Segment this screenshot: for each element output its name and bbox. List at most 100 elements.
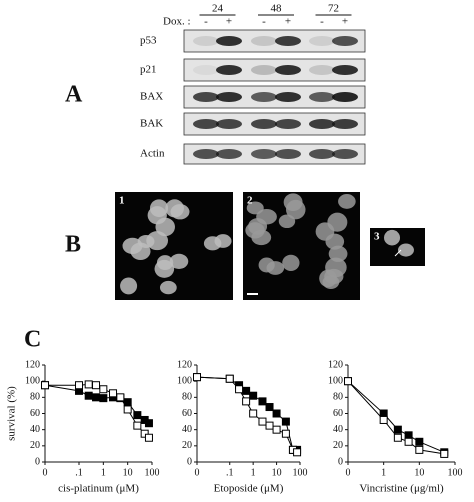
data-point — [404, 431, 413, 440]
data-point — [258, 417, 267, 426]
timepoint-label: 48 — [271, 3, 283, 15]
x-tick-label: 1 — [251, 467, 256, 478]
blot-row-label: p53 — [140, 35, 157, 47]
nucleus — [338, 194, 356, 209]
data-point — [144, 433, 153, 442]
x-tick-label: 100 — [448, 467, 463, 478]
blot-band — [216, 119, 242, 129]
data-point — [109, 389, 118, 398]
data-point — [272, 409, 281, 418]
blot-band — [332, 92, 358, 102]
blot-band — [216, 65, 242, 75]
y-tick-label: 0 — [338, 456, 343, 467]
data-point — [404, 437, 413, 446]
blot-row-label: Actin — [140, 148, 165, 160]
timepoint-label: 72 — [328, 3, 339, 15]
data-point — [225, 374, 234, 383]
data-point — [41, 381, 49, 390]
blot-band — [251, 119, 277, 129]
y-tick-label: 60 — [30, 408, 40, 419]
blot-band — [332, 149, 358, 159]
x-tick-label: 10 — [414, 467, 424, 478]
y-tick-label: 120 — [177, 359, 192, 370]
y-tick-label: 120 — [25, 359, 40, 370]
data-point — [393, 433, 402, 442]
blot-band — [251, 149, 277, 159]
nucleus — [328, 245, 348, 262]
data-point — [393, 425, 402, 434]
treatment-sign: + — [285, 16, 291, 28]
y-tick-label: 20 — [182, 440, 192, 451]
nucleus — [159, 280, 177, 295]
blot-row-label: BAX — [140, 91, 163, 103]
y-tick-label: 80 — [30, 392, 40, 403]
blot-band — [251, 36, 277, 46]
data-point — [140, 429, 149, 438]
blot-band — [275, 119, 301, 129]
y-axis-label: survival (%) — [6, 386, 18, 441]
nucleus — [278, 214, 296, 229]
data-point — [242, 386, 251, 395]
data-point — [415, 437, 424, 446]
y-tick-label: 0 — [35, 456, 40, 467]
y-tick-label: 40 — [182, 424, 192, 435]
x-tick-label: .1 — [226, 467, 234, 478]
y-tick-label: 40 — [30, 424, 40, 435]
data-point — [116, 393, 125, 402]
data-point — [272, 425, 281, 434]
blot-band — [193, 149, 219, 159]
nucleus — [384, 229, 401, 246]
data-point — [242, 397, 251, 406]
blot-band — [193, 92, 219, 102]
blot-band — [309, 119, 335, 129]
data-point — [440, 449, 449, 458]
treatment-sign: + — [342, 16, 348, 28]
nucleus — [149, 199, 169, 218]
blot-band — [275, 92, 301, 102]
panel-label: C — [24, 327, 41, 353]
blot-band — [309, 36, 335, 46]
blot-band — [193, 119, 219, 129]
x-tick-label: 10 — [272, 467, 282, 478]
blot-band — [193, 65, 219, 75]
blot-row-label: p21 — [140, 64, 157, 76]
data-point — [265, 403, 274, 412]
nucleus — [146, 231, 169, 251]
dox-label: Dox. : — [163, 16, 191, 28]
nucleus — [120, 277, 138, 295]
series-line — [347, 380, 445, 455]
x-tick-label: .1 — [75, 467, 83, 478]
x-tick-label: 10 — [123, 467, 133, 478]
blot-band — [216, 36, 242, 46]
blot-band — [275, 65, 301, 75]
panel-label: B — [65, 232, 81, 258]
y-tick-label: 60 — [182, 408, 192, 419]
data-point — [84, 380, 93, 389]
series-line — [347, 380, 445, 453]
y-tick-label: 80 — [182, 392, 192, 403]
x-tick-label: 1 — [101, 467, 106, 478]
blot-band — [251, 92, 277, 102]
panel-label: A — [65, 82, 83, 108]
nucleus — [324, 268, 344, 285]
blot-band — [275, 36, 301, 46]
blot-band — [216, 149, 242, 159]
data-point — [249, 409, 258, 418]
data-point — [75, 381, 84, 390]
data-point — [281, 429, 290, 438]
blot-band — [332, 65, 358, 75]
data-point — [235, 385, 244, 394]
data-point — [92, 393, 101, 402]
data-point — [99, 385, 108, 394]
y-tick-label: 20 — [30, 440, 40, 451]
y-tick-label: 100 — [177, 375, 192, 386]
data-point — [265, 421, 274, 430]
data-point — [144, 419, 153, 428]
nucleus — [203, 236, 222, 251]
blot-band — [309, 149, 335, 159]
blot-strip — [183, 58, 366, 82]
data-point — [133, 411, 142, 420]
y-tick-label: 120 — [328, 359, 343, 370]
